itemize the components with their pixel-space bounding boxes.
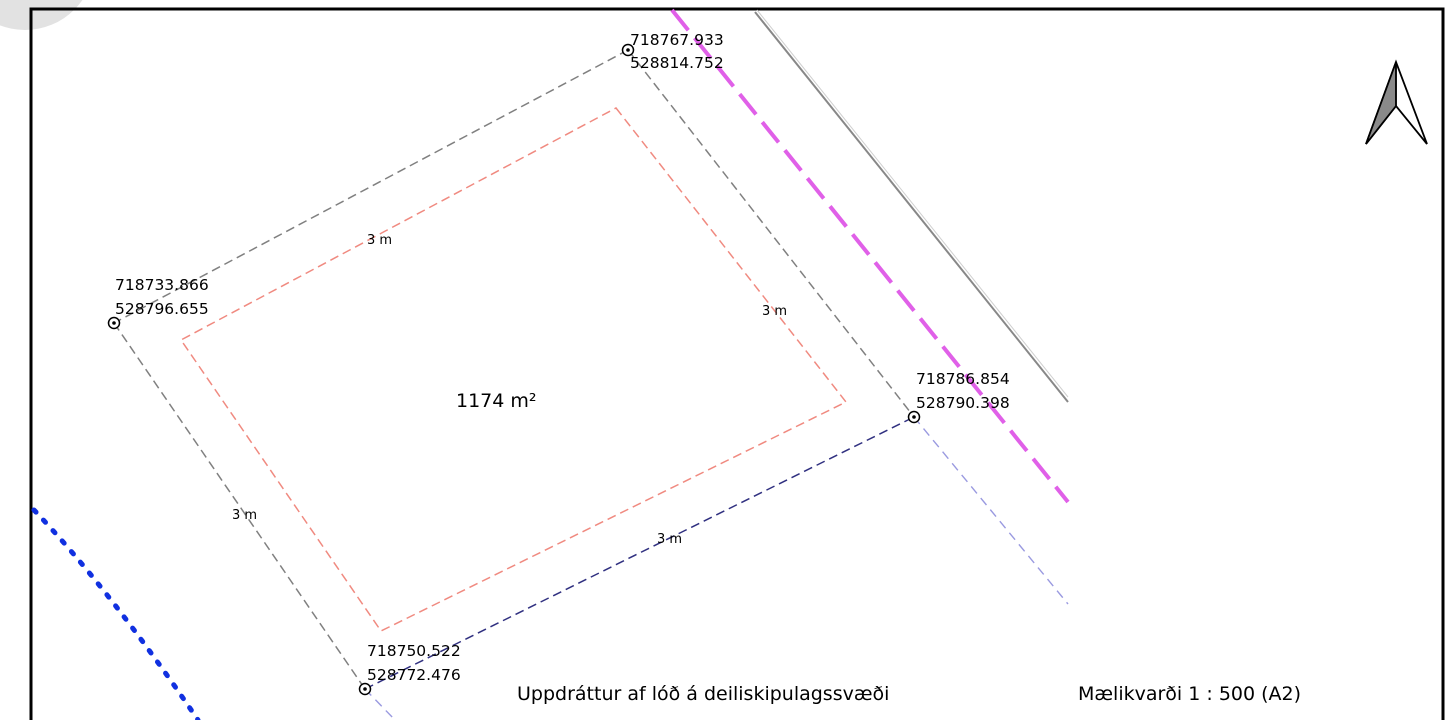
corner-label-x: 718750.522 <box>367 642 461 660</box>
corner-marker <box>907 410 921 424</box>
adjacent-boundary-line <box>913 416 1069 605</box>
corner-label-y: 528790.398 <box>916 394 1010 412</box>
plot-boundary-south <box>364 416 915 690</box>
road-edge-line-inner <box>756 9 1069 398</box>
map-scale: Mælikvarði 1 : 500 (A2) <box>1078 683 1301 705</box>
map-title: Uppdráttur af lóð á deiliskipulagssvæði <box>517 683 889 705</box>
road-edge-line <box>754 11 1069 403</box>
corner-marker <box>358 682 372 696</box>
plot-boundary-east <box>627 49 915 418</box>
plot-boundary-west <box>113 322 366 690</box>
dotted-boundary-line <box>31 507 201 720</box>
corner-marker <box>107 316 121 330</box>
setback-label: 3 m <box>232 508 257 523</box>
corner-label-y: 528796.655 <box>115 300 209 318</box>
building-limit <box>179 107 848 632</box>
setback-label: 3 m <box>657 532 682 547</box>
corner-label-x: 718786.854 <box>916 370 1010 388</box>
setback-label: 3 m <box>367 233 392 248</box>
plot-area-label: 1174 m² <box>456 390 537 412</box>
corner-label-y: 528814.752 <box>630 54 724 72</box>
north-arrow-icon <box>1365 59 1428 145</box>
setback-label: 3 m <box>762 304 787 319</box>
corner-label-x: 718767.933 <box>630 31 724 49</box>
adjacent-boundary-line-lower <box>364 688 396 720</box>
road-centre-line <box>670 8 1070 504</box>
corner-shading <box>0 0 83 30</box>
corner-marker <box>621 43 635 57</box>
corner-label-y: 528772.476 <box>367 666 461 684</box>
map-frame <box>29 7 1445 720</box>
corner-label-x: 718733.866 <box>115 276 209 294</box>
